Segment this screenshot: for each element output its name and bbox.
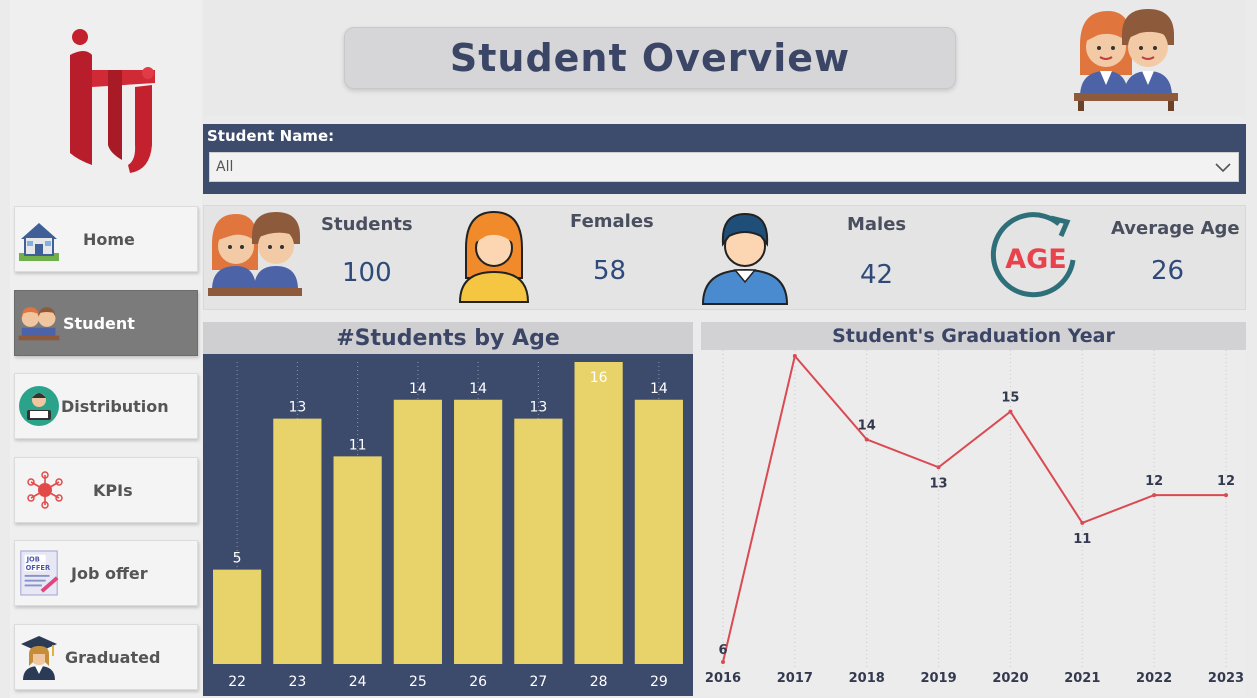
bar-age-29[interactable]	[634, 399, 683, 664]
graduation-series-line	[722, 353, 1226, 663]
line-data-label: 14	[858, 418, 876, 433]
line-data-label: 11	[1073, 532, 1091, 547]
line-point-2018[interactable]	[864, 437, 869, 442]
students-by-age-chart: #Students by Age 5 22 13 23 11 24 14 25 14 26 13 27…	[203, 322, 693, 696]
students-icon	[17, 298, 61, 348]
student-name-dropdown[interactable]: All	[209, 152, 1239, 182]
bar-x-tick-label: 28	[590, 674, 608, 690]
chevron-down-icon	[1215, 163, 1231, 173]
bar-data-label: 5	[233, 551, 242, 567]
nav-kpis-label: KPIs	[93, 480, 133, 500]
age-icon-text: AGE	[1005, 244, 1067, 275]
line-point-2016[interactable]	[721, 660, 725, 664]
reader-icon	[17, 381, 61, 431]
line-point-2022[interactable]	[1152, 493, 1157, 498]
bar-x-tick-label: 29	[650, 674, 668, 690]
slicer-value: All	[216, 159, 234, 175]
bar-age-25[interactable]	[393, 399, 442, 664]
students-kpi-value: 100	[342, 258, 392, 288]
females-kpi-label: Females	[570, 211, 654, 232]
bar-x-tick-label: 22	[228, 674, 246, 690]
page-title: Student Overview	[449, 36, 851, 80]
nav-job-offer-button[interactable]: JOB OFFER Job offer	[14, 540, 198, 606]
nav-home-label: Home	[83, 229, 135, 249]
bar-x-tick-label: 26	[469, 674, 487, 690]
bar-age-26[interactable]	[454, 399, 503, 664]
svg-text:JOB: JOB	[26, 556, 40, 564]
bar-age-24[interactable]	[333, 456, 382, 664]
line-data-label: 15	[1001, 391, 1019, 406]
nav-kpis-button[interactable]: KPIs	[14, 457, 198, 523]
line-x-tick-label: 2017	[777, 671, 813, 686]
bar-data-label: 14	[469, 381, 487, 397]
line-point-2020[interactable]	[1008, 409, 1013, 414]
graduate-icon	[17, 632, 61, 682]
nav-student-button[interactable]: Student	[14, 290, 198, 356]
bar-chart-title: #Students by Age	[203, 322, 693, 354]
bar-x-tick-label: 23	[288, 674, 306, 690]
line-x-tick-label: 2022	[1136, 671, 1172, 686]
students-kpi-icon	[208, 212, 302, 296]
nav-graduated-button[interactable]: Graduated	[14, 624, 198, 690]
bar-age-22[interactable]	[213, 569, 262, 664]
line-data-label: 12	[1145, 474, 1163, 489]
males-kpi-value: 42	[860, 260, 894, 290]
bar-x-tick-label: 27	[529, 674, 547, 690]
iti-logo	[70, 29, 155, 173]
bar-x-tick-label: 25	[409, 674, 427, 690]
kpi-band: Students 100 Females 58 Males 42 AGE Ave…	[203, 205, 1246, 310]
line-x-tick-label: 2018	[849, 671, 885, 686]
line-x-tick-label: 2021	[1064, 671, 1100, 686]
line-chart-title: Student's Graduation Year	[701, 322, 1246, 350]
nav-job-offer-label: Job offer	[71, 563, 148, 583]
male-icon	[701, 212, 789, 305]
female-icon	[458, 210, 530, 303]
females-kpi-value: 58	[593, 256, 627, 286]
students-kpi-label: Students	[321, 214, 413, 235]
line-point-2017[interactable]	[792, 354, 797, 358]
line-x-tick-label: 2019	[920, 671, 956, 686]
page-title-box: Student Overview	[344, 27, 956, 89]
bar-x-tick-label: 24	[349, 674, 367, 690]
avg-age-kpi-value: 26	[1151, 256, 1185, 286]
bar-age-23[interactable]	[273, 418, 322, 664]
kpi-network-icon	[23, 465, 67, 515]
house-icon	[17, 214, 61, 264]
bar-chart-svg: 5 22 13 23 11 24 14 25 14 26 13 27 16 28 14 29	[213, 362, 683, 690]
line-point-2021[interactable]	[1080, 520, 1085, 525]
student-name-slicer: Student Name: All	[203, 124, 1246, 194]
bar-data-label: 14	[409, 381, 427, 397]
age-icon: AGE	[990, 212, 1076, 298]
students-header-icon	[1074, 9, 1178, 111]
avg-age-kpi-label: Average Age	[1111, 218, 1240, 239]
nav-distribution-button[interactable]: Distribution	[14, 373, 198, 439]
header: Student Overview	[204, 0, 1246, 116]
graduation-year-chart: Student's Graduation Year 62016172017142…	[701, 322, 1246, 696]
svg-text:OFFER: OFFER	[26, 564, 51, 572]
line-point-2023[interactable]	[1224, 493, 1228, 498]
males-kpi-label: Males	[847, 214, 907, 235]
bar-age-27[interactable]	[514, 418, 563, 664]
bar-data-label: 11	[349, 437, 367, 453]
nav-graduated-label: Graduated	[65, 647, 161, 667]
line-x-tick-label: 2023	[1208, 671, 1244, 686]
bar-data-label: 13	[288, 400, 306, 416]
line-chart-svg: 6201617201714201813201915202011202112202…	[705, 350, 1244, 686]
nav-home-button[interactable]: Home	[14, 206, 198, 272]
slicer-label: Student Name:	[207, 127, 335, 145]
nav-distribution-label: Distribution	[61, 396, 169, 416]
bar-data-label: 13	[529, 400, 547, 416]
bar-data-label: 16	[590, 370, 608, 386]
bar-age-28[interactable]	[574, 362, 623, 664]
line-data-label: 6	[718, 643, 727, 658]
line-x-tick-label: 2016	[705, 671, 741, 686]
job-offer-icon: JOB OFFER	[17, 548, 61, 598]
line-x-tick-label: 2020	[992, 671, 1028, 686]
nav-student-label: Student	[63, 313, 135, 333]
line-point-2019[interactable]	[936, 465, 941, 470]
line-data-label: 12	[1217, 474, 1235, 489]
bar-data-label: 14	[650, 381, 668, 397]
line-data-label: 13	[930, 476, 948, 491]
